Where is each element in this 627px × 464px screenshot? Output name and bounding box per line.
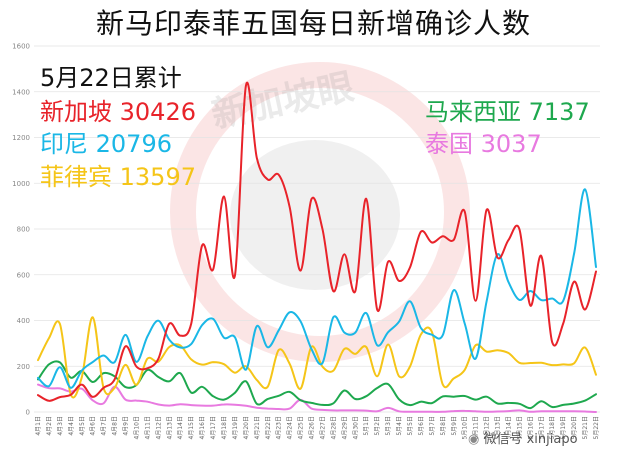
x-tick-label: 5月6日: [418, 416, 425, 436]
y-tick-label: 800: [17, 226, 30, 234]
x-tick-label: 4月6日: [90, 416, 97, 436]
x-tick-label: 5月7日: [429, 416, 436, 436]
y-tick-label: 1400: [12, 88, 30, 96]
x-tick-label: 5月1日: [363, 416, 370, 436]
legend-total-singapore: 30426: [119, 98, 196, 126]
x-tick-label: 5月21日: [582, 416, 589, 439]
x-tick-label: 5月4日: [396, 416, 403, 436]
footer-credit: ◉ 微信号 xinjiapo: [468, 428, 578, 447]
footer-credit-text: 微信号 xinjiapo: [483, 432, 578, 447]
x-tick-label: 4月22日: [265, 416, 272, 439]
y-tick-label: 1200: [12, 134, 30, 142]
x-tick-label: 5月15日: [516, 416, 523, 439]
x-tick-label: 5月3日: [385, 416, 392, 436]
wechat-icon: ◉: [468, 432, 480, 447]
series-line-singapore: [37, 81, 597, 402]
x-tick-label: 4月16日: [199, 416, 206, 439]
legend-total-indonesia: 20796: [95, 130, 172, 158]
x-tick-label: 5月2日: [374, 416, 381, 436]
x-tick-label: 4月12日: [155, 416, 162, 439]
x-tick-label: 5月18日: [549, 416, 556, 439]
x-tick-label: 5月20日: [571, 416, 578, 439]
x-tick-label: 4月13日: [166, 416, 173, 439]
x-tick-label: 4月29日: [341, 416, 348, 439]
x-tick-label: 4月8日: [112, 416, 119, 436]
x-tick-label: 5月14日: [505, 416, 512, 439]
x-tick-label: 4月18日: [221, 416, 228, 439]
x-tick-label: 4月20日: [243, 416, 250, 439]
x-tick-label: 5月19日: [560, 416, 567, 439]
legend-name-singapore: 新加坡: [40, 98, 112, 126]
legend-name-indonesia: 印尼: [40, 130, 88, 158]
annotation-date: 5月22日累计: [40, 64, 182, 92]
y-tick-label: 1600: [12, 43, 30, 51]
legend-label-indonesia: 印尼 20796: [40, 124, 172, 159]
legend-label-thailand: 泰国 3037: [425, 124, 542, 159]
legend-label-singapore: 新加坡 30426: [40, 92, 196, 127]
x-tick-label: 4月11日: [144, 416, 151, 439]
x-tick-label: 5月12日: [484, 416, 491, 439]
y-tick-label: 200: [17, 363, 30, 371]
x-tick-label: 4月4日: [68, 416, 75, 436]
x-tick-label: 4月24日: [287, 416, 294, 439]
x-tick-label: 4月5日: [79, 416, 86, 436]
x-tick-label: 4月1日: [35, 416, 42, 436]
y-tick-label: 600: [17, 271, 30, 279]
legend-total-thailand: 3037: [480, 130, 542, 158]
x-tick-label: 4月15日: [188, 416, 195, 439]
series-line-thailand: [37, 383, 597, 413]
legend-name-thailand: 泰国: [425, 130, 473, 158]
x-tick-label: 4月10日: [133, 416, 140, 439]
x-tick-label: 4月28日: [330, 416, 337, 439]
chart-title: 新马印泰菲五国每日新增确诊人数: [95, 7, 531, 40]
x-tick-label: 4月25日: [298, 416, 305, 439]
legend-label-philippines: 菲律宾 13597: [40, 157, 196, 192]
x-tick-label: 4月14日: [177, 416, 184, 439]
y-tick-label: 400: [17, 317, 30, 325]
legend-name-philippines: 菲律宾: [40, 163, 112, 191]
series-line-philippines: [37, 316, 597, 399]
series-line-indonesia: [37, 188, 597, 389]
y-tick-label: 0: [26, 409, 30, 417]
x-tick-label: 4月21日: [254, 416, 261, 439]
x-tick-label: 4月7日: [101, 416, 108, 436]
x-tick-label: 4月26日: [309, 416, 316, 439]
x-tick-label: 5月22日: [593, 416, 600, 439]
x-tick-label: 5月17日: [538, 416, 545, 439]
x-tick-label: 4月27日: [319, 416, 326, 439]
x-tick-label: 5月10日: [462, 416, 469, 439]
series-line-malaysia: [37, 360, 597, 410]
x-tick-label: 4月2日: [46, 416, 53, 436]
x-tick-label: 5月5日: [407, 416, 414, 436]
x-tick-label: 4月17日: [210, 416, 217, 439]
legend-name-malaysia: 马来西亚: [425, 98, 521, 126]
x-tick-label: 4月19日: [232, 416, 239, 439]
legend-total-malaysia: 7137: [528, 98, 590, 126]
x-tick-label: 5月16日: [527, 416, 534, 439]
x-tick-label: 5月8日: [440, 416, 447, 436]
legend-label-malaysia: 马来西亚 7137: [425, 92, 590, 127]
legend-total-philippines: 13597: [119, 163, 196, 191]
y-tick-label: 1000: [12, 180, 30, 188]
x-tick-label: 5月13日: [495, 416, 502, 439]
x-tick-label: 4月9日: [123, 416, 130, 436]
x-tick-label: 5月9日: [451, 416, 458, 436]
x-tick-label: 4月30日: [352, 416, 359, 439]
x-tick-label: 5月11日: [473, 416, 480, 439]
x-tick-label: 4月23日: [276, 416, 283, 439]
x-tick-label: 4月3日: [57, 416, 64, 436]
